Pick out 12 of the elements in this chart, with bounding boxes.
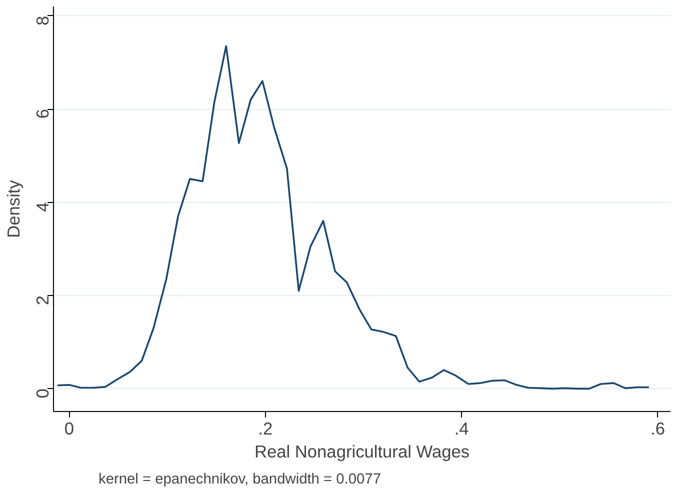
y-tick-label: 8 [32, 16, 52, 26]
x-tick-label: 0 [64, 418, 74, 438]
y-tick-label: 2 [32, 295, 52, 306]
y-tick-label: 6 [32, 109, 52, 119]
y-tick-label: 0 [32, 388, 52, 398]
text: kernel = epanechnikov, bandwidth = 0.0077 [98, 472, 381, 488]
x-tick-label: .4 [454, 418, 470, 438]
x-axis-title: Real Nonagricultural Wages [254, 442, 470, 462]
y-tick-label: 4 [32, 202, 52, 212]
y-axis-title: Density [4, 180, 24, 238]
x-tick-label: .6 [650, 418, 665, 438]
x-tick-label: .2 [258, 418, 273, 438]
